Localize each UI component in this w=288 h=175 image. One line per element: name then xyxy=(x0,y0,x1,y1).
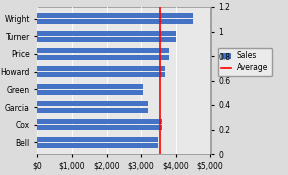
Bar xyxy=(37,72,165,77)
Bar xyxy=(37,13,193,18)
Bar xyxy=(37,137,158,142)
Bar xyxy=(37,119,162,124)
Bar xyxy=(37,90,143,95)
Bar xyxy=(37,143,158,148)
Bar xyxy=(37,125,162,130)
Bar xyxy=(37,84,143,89)
Bar xyxy=(37,55,169,60)
Bar xyxy=(37,31,176,36)
Bar xyxy=(37,19,193,24)
Bar xyxy=(37,66,165,71)
Legend: Sales, Average: Sales, Average xyxy=(217,48,272,76)
Bar xyxy=(37,37,176,42)
Bar xyxy=(37,108,148,113)
Bar xyxy=(37,101,148,106)
Bar xyxy=(37,48,169,53)
